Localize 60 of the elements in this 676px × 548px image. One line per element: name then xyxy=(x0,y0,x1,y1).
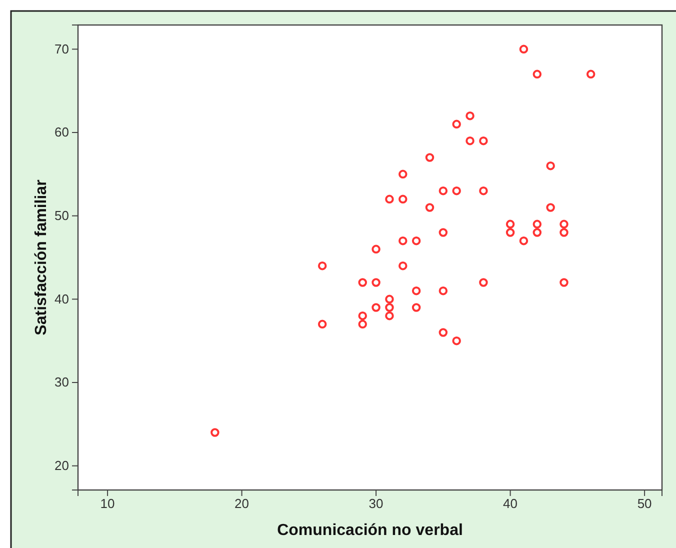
y-tick-label: 40 xyxy=(54,291,69,306)
y-axis-title: Satisfacción familiar xyxy=(33,180,50,336)
y-tick-label: 70 xyxy=(54,41,69,56)
point xyxy=(358,320,367,329)
point xyxy=(546,203,555,212)
point xyxy=(425,203,434,212)
point xyxy=(385,194,394,204)
point xyxy=(318,261,327,270)
point xyxy=(398,194,408,204)
point xyxy=(210,428,220,437)
point xyxy=(385,294,394,304)
y-tick-label: 60 xyxy=(54,124,69,140)
x-tick-label: 40 xyxy=(503,496,518,512)
x-axis-title: Comunicación no verbal xyxy=(277,522,463,539)
point xyxy=(466,111,474,120)
point xyxy=(372,303,380,312)
point xyxy=(438,186,448,196)
point xyxy=(372,244,380,254)
point xyxy=(372,278,380,287)
point xyxy=(438,286,448,296)
point xyxy=(438,228,448,237)
point xyxy=(466,136,474,146)
point xyxy=(412,236,421,246)
point xyxy=(358,311,367,320)
point xyxy=(479,186,488,196)
point xyxy=(479,278,488,287)
point xyxy=(452,186,461,196)
point xyxy=(532,70,542,79)
x-tick-label: 20 xyxy=(234,496,250,512)
x-tick-label: 10 xyxy=(100,496,115,512)
point xyxy=(506,228,515,237)
point xyxy=(560,278,568,287)
y-tick-label: 50 xyxy=(54,208,69,223)
point xyxy=(532,220,542,229)
point xyxy=(412,303,421,312)
point xyxy=(560,228,568,237)
point xyxy=(560,220,568,229)
point xyxy=(385,311,394,320)
point xyxy=(425,153,434,162)
point xyxy=(438,328,448,337)
y-tick-label: 30 xyxy=(54,374,69,390)
x-tick-label: 50 xyxy=(637,496,652,512)
point xyxy=(519,44,528,54)
y-tick-label: 20 xyxy=(54,458,69,473)
point xyxy=(452,336,461,346)
point xyxy=(519,236,528,246)
point xyxy=(452,120,461,129)
point xyxy=(385,303,394,312)
point xyxy=(398,261,408,270)
point xyxy=(532,228,542,237)
point xyxy=(546,161,555,170)
point xyxy=(586,70,596,79)
point xyxy=(398,170,408,179)
point xyxy=(479,136,488,146)
point xyxy=(358,278,367,287)
point xyxy=(318,320,327,329)
point xyxy=(412,286,421,296)
point xyxy=(506,220,515,229)
x-tick-label: 30 xyxy=(368,496,384,512)
point xyxy=(398,236,408,246)
